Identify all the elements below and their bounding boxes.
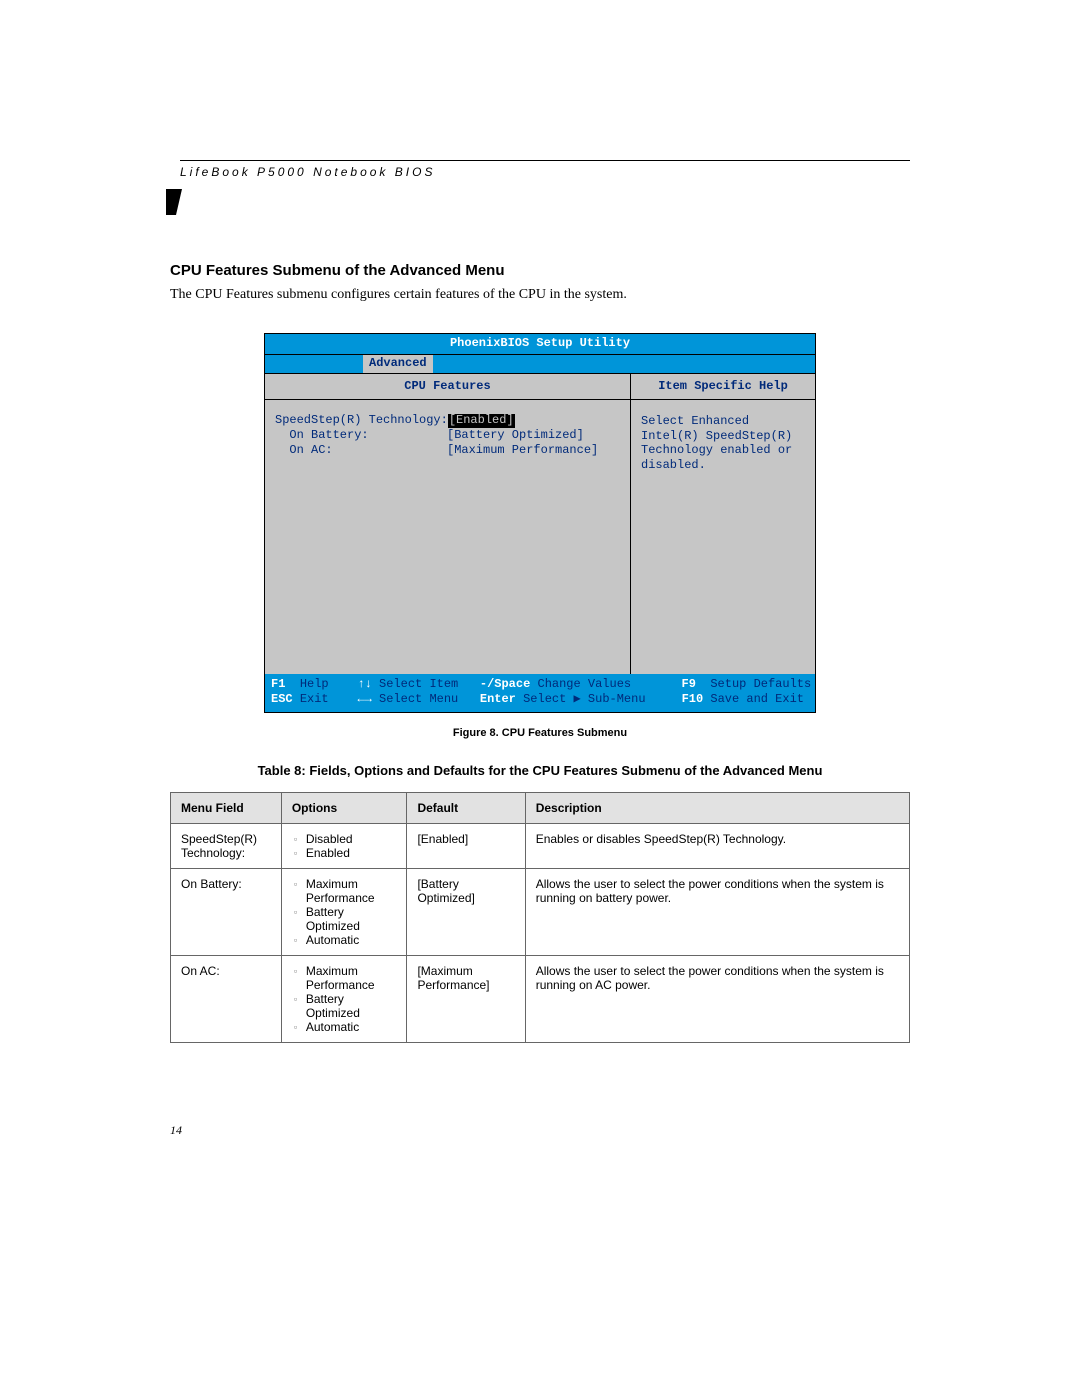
bios-key-f10: F10 bbox=[682, 692, 704, 706]
header-accent-icon bbox=[166, 189, 182, 215]
cell-default: [Enabled] bbox=[407, 823, 525, 868]
bios-footer: F1 Help ↑↓ Select Item -/Space Change Va… bbox=[265, 674, 815, 712]
bios-key-f1: F1 bbox=[271, 677, 285, 691]
bios-key-leftright: ←→ bbox=[357, 692, 371, 706]
cell-desc: Allows the user to select the power cond… bbox=[525, 955, 909, 1042]
bios-key-space: -/Space bbox=[480, 677, 530, 691]
bios-help-text: Select Enhanced Intel(R) SpeedStep(R) Te… bbox=[631, 400, 815, 673]
table-title: Table 8: Fields, Options and Defaults fo… bbox=[170, 763, 910, 778]
bios-key-f9: F9 bbox=[682, 677, 696, 691]
cell-field: On AC: bbox=[171, 955, 282, 1042]
header-rule bbox=[180, 160, 910, 161]
figure-caption: Figure 8. CPU Features Submenu bbox=[170, 727, 910, 739]
bios-key-enter: Enter bbox=[480, 692, 516, 706]
bios-hint: Save and Exit bbox=[710, 692, 804, 706]
bios-field-row[interactable]: SpeedStep(R) Technology: [Enabled] bbox=[275, 414, 620, 428]
bios-field-label: SpeedStep(R) Technology: bbox=[275, 414, 448, 428]
bios-panel-title: CPU Features bbox=[265, 374, 630, 401]
bios-tab-bar: Advanced bbox=[265, 355, 815, 374]
section-intro: The CPU Features submenu configures cert… bbox=[170, 287, 910, 303]
table-row: On Battery: Maximum Performance Battery … bbox=[171, 868, 910, 955]
col-default: Default bbox=[407, 792, 525, 823]
option-item: Enabled bbox=[306, 846, 397, 860]
bios-field-value[interactable]: [Enabled] bbox=[448, 414, 515, 428]
header-breadcrumb: LifeBook P5000 Notebook BIOS bbox=[180, 165, 910, 179]
bios-field-row[interactable]: On Battery: [Battery Optimized] bbox=[275, 429, 620, 443]
bios-screenshot: PhoenixBIOS Setup Utility Advanced CPU F… bbox=[264, 333, 816, 713]
bios-help-panel: Item Specific Help Select Enhanced Intel… bbox=[631, 374, 815, 674]
col-menu-field: Menu Field bbox=[171, 792, 282, 823]
bios-body: CPU Features SpeedStep(R) Technology: [E… bbox=[265, 374, 815, 674]
cell-default: [Maximum Performance] bbox=[407, 955, 525, 1042]
bios-field-value[interactable]: [Maximum Performance] bbox=[447, 444, 598, 458]
col-options: Options bbox=[281, 792, 407, 823]
cell-field: SpeedStep(R) Technology: bbox=[171, 823, 282, 868]
cell-default: [Battery Optimized] bbox=[407, 868, 525, 955]
options-table: Menu Field Options Default Description S… bbox=[170, 792, 910, 1043]
table-row: On AC: Maximum Performance Battery Optim… bbox=[171, 955, 910, 1042]
bios-hint: Exit bbox=[300, 692, 329, 706]
page-number: 14 bbox=[170, 1123, 910, 1138]
bios-hint: Select Item bbox=[379, 677, 458, 691]
bios-help-title: Item Specific Help bbox=[631, 374, 815, 401]
section-title: CPU Features Submenu of the Advanced Men… bbox=[170, 262, 910, 279]
bios-field-value[interactable]: [Battery Optimized] bbox=[447, 429, 584, 443]
bios-field-label: On AC: bbox=[275, 444, 447, 458]
option-item: Disabled bbox=[306, 832, 397, 846]
cell-options: Maximum Performance Battery Optimized Au… bbox=[281, 868, 407, 955]
bios-field-row[interactable]: On AC: [Maximum Performance] bbox=[275, 444, 620, 458]
option-item: Battery Optimized bbox=[306, 905, 397, 933]
option-item: Automatic bbox=[306, 1020, 397, 1034]
option-item: Maximum Performance bbox=[306, 964, 397, 992]
bios-fields: SpeedStep(R) Technology: [Enabled] On Ba… bbox=[265, 400, 630, 673]
bios-title: PhoenixBIOS Setup Utility bbox=[265, 334, 815, 355]
bios-left-panel: CPU Features SpeedStep(R) Technology: [E… bbox=[265, 374, 631, 674]
document-page: LifeBook P5000 Notebook BIOS CPU Feature… bbox=[0, 0, 1080, 1138]
table-row: SpeedStep(R) Technology: Disabled Enable… bbox=[171, 823, 910, 868]
option-item: Automatic bbox=[306, 933, 397, 947]
cell-field: On Battery: bbox=[171, 868, 282, 955]
table-header-row: Menu Field Options Default Description bbox=[171, 792, 910, 823]
cell-desc: Enables or disables SpeedStep(R) Technol… bbox=[525, 823, 909, 868]
option-item: Battery Optimized bbox=[306, 992, 397, 1020]
cell-options: Maximum Performance Battery Optimized Au… bbox=[281, 955, 407, 1042]
bios-key-esc: ESC bbox=[271, 692, 293, 706]
bios-field-label: On Battery: bbox=[275, 429, 447, 443]
bios-hint: Help bbox=[300, 677, 329, 691]
cell-options: Disabled Enabled bbox=[281, 823, 407, 868]
col-description: Description bbox=[525, 792, 909, 823]
bios-key-updown: ↑↓ bbox=[357, 677, 371, 691]
cell-desc: Allows the user to select the power cond… bbox=[525, 868, 909, 955]
bios-hint: Select ▶ Sub-Menu bbox=[523, 692, 645, 706]
option-item: Maximum Performance bbox=[306, 877, 397, 905]
bios-hint: Select Menu bbox=[379, 692, 458, 706]
bios-tab-advanced[interactable]: Advanced bbox=[363, 355, 433, 373]
bios-hint: Setup Defaults bbox=[710, 677, 811, 691]
bios-hint: Change Values bbox=[538, 677, 632, 691]
